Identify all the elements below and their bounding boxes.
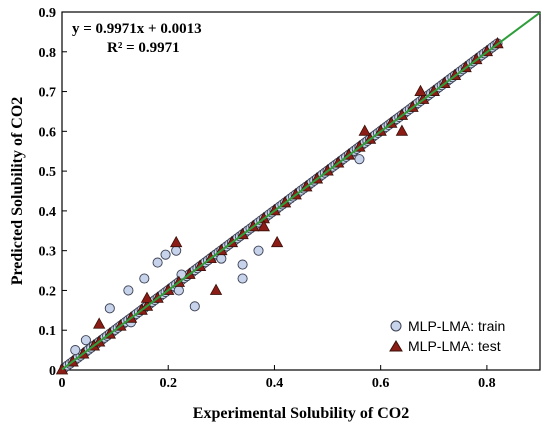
y-tick-label: 0.5 bbox=[39, 165, 57, 180]
x-tick-label: 0.2 bbox=[159, 376, 177, 391]
y-tick-label: 0 bbox=[49, 364, 56, 379]
y-tick-label: 0.1 bbox=[39, 324, 57, 339]
train-point bbox=[237, 273, 248, 284]
train-point bbox=[139, 273, 150, 284]
x-tick-label: 0.6 bbox=[372, 376, 390, 391]
legend-train-marker bbox=[390, 320, 402, 332]
test-point bbox=[358, 124, 371, 136]
fit-line bbox=[61, 11, 541, 371]
test-point bbox=[140, 291, 154, 303]
equation-annotation: y = 0.9971x + 0.0013 bbox=[72, 21, 202, 37]
legend-test-marker bbox=[389, 340, 403, 352]
train-point bbox=[253, 245, 264, 256]
train-point bbox=[171, 245, 182, 256]
test-point bbox=[414, 84, 427, 96]
axis-ticks: 0 0.2 0.4 0.6 0.8 0 0.1 0.2 0.3 0.4 0.5 0.6 0.7 0.8 0.… bbox=[39, 6, 496, 391]
test-point bbox=[270, 235, 284, 248]
test-point bbox=[395, 124, 409, 136]
train-point bbox=[80, 335, 91, 346]
test-point bbox=[209, 283, 223, 295]
fit-line-group bbox=[61, 11, 541, 371]
r-squared-annotation: R² = 0.9971 bbox=[107, 40, 180, 56]
x-tick-label: 0 bbox=[59, 376, 66, 391]
x-tick-label: 0.8 bbox=[478, 376, 496, 391]
y-tick-label: 0.3 bbox=[39, 245, 57, 260]
legend: MLP-LMA: train MLP-LMA: test bbox=[389, 318, 505, 354]
y-axis-label: Predicted Solubility of CO2 bbox=[9, 97, 26, 286]
train-point bbox=[160, 249, 171, 260]
x-axis-label: Experimental Solubility of CO2 bbox=[193, 405, 409, 422]
train-point bbox=[173, 285, 184, 296]
y-tick-label: 0.4 bbox=[39, 205, 57, 220]
y-tick-label: 0.8 bbox=[39, 46, 57, 61]
legend-train-label: MLP-LMA: train bbox=[408, 318, 505, 334]
test-point bbox=[93, 317, 106, 329]
test-point bbox=[170, 235, 183, 248]
y-tick-label: 0.6 bbox=[39, 125, 57, 140]
test-point bbox=[257, 219, 270, 232]
legend-test-label: MLP-LMA: test bbox=[408, 338, 501, 354]
y-tick-label: 0.7 bbox=[39, 86, 57, 101]
train-point bbox=[189, 301, 200, 312]
y-tick-label: 0.2 bbox=[39, 284, 57, 299]
train-point bbox=[237, 259, 248, 270]
train-point bbox=[123, 285, 134, 296]
y-tick-label: 0.9 bbox=[39, 6, 57, 21]
x-tick-label: 0.4 bbox=[266, 376, 284, 391]
train-point bbox=[70, 345, 81, 356]
train-point bbox=[104, 303, 115, 314]
train-point bbox=[354, 154, 365, 165]
train-point bbox=[216, 253, 227, 264]
train-point bbox=[152, 257, 163, 268]
